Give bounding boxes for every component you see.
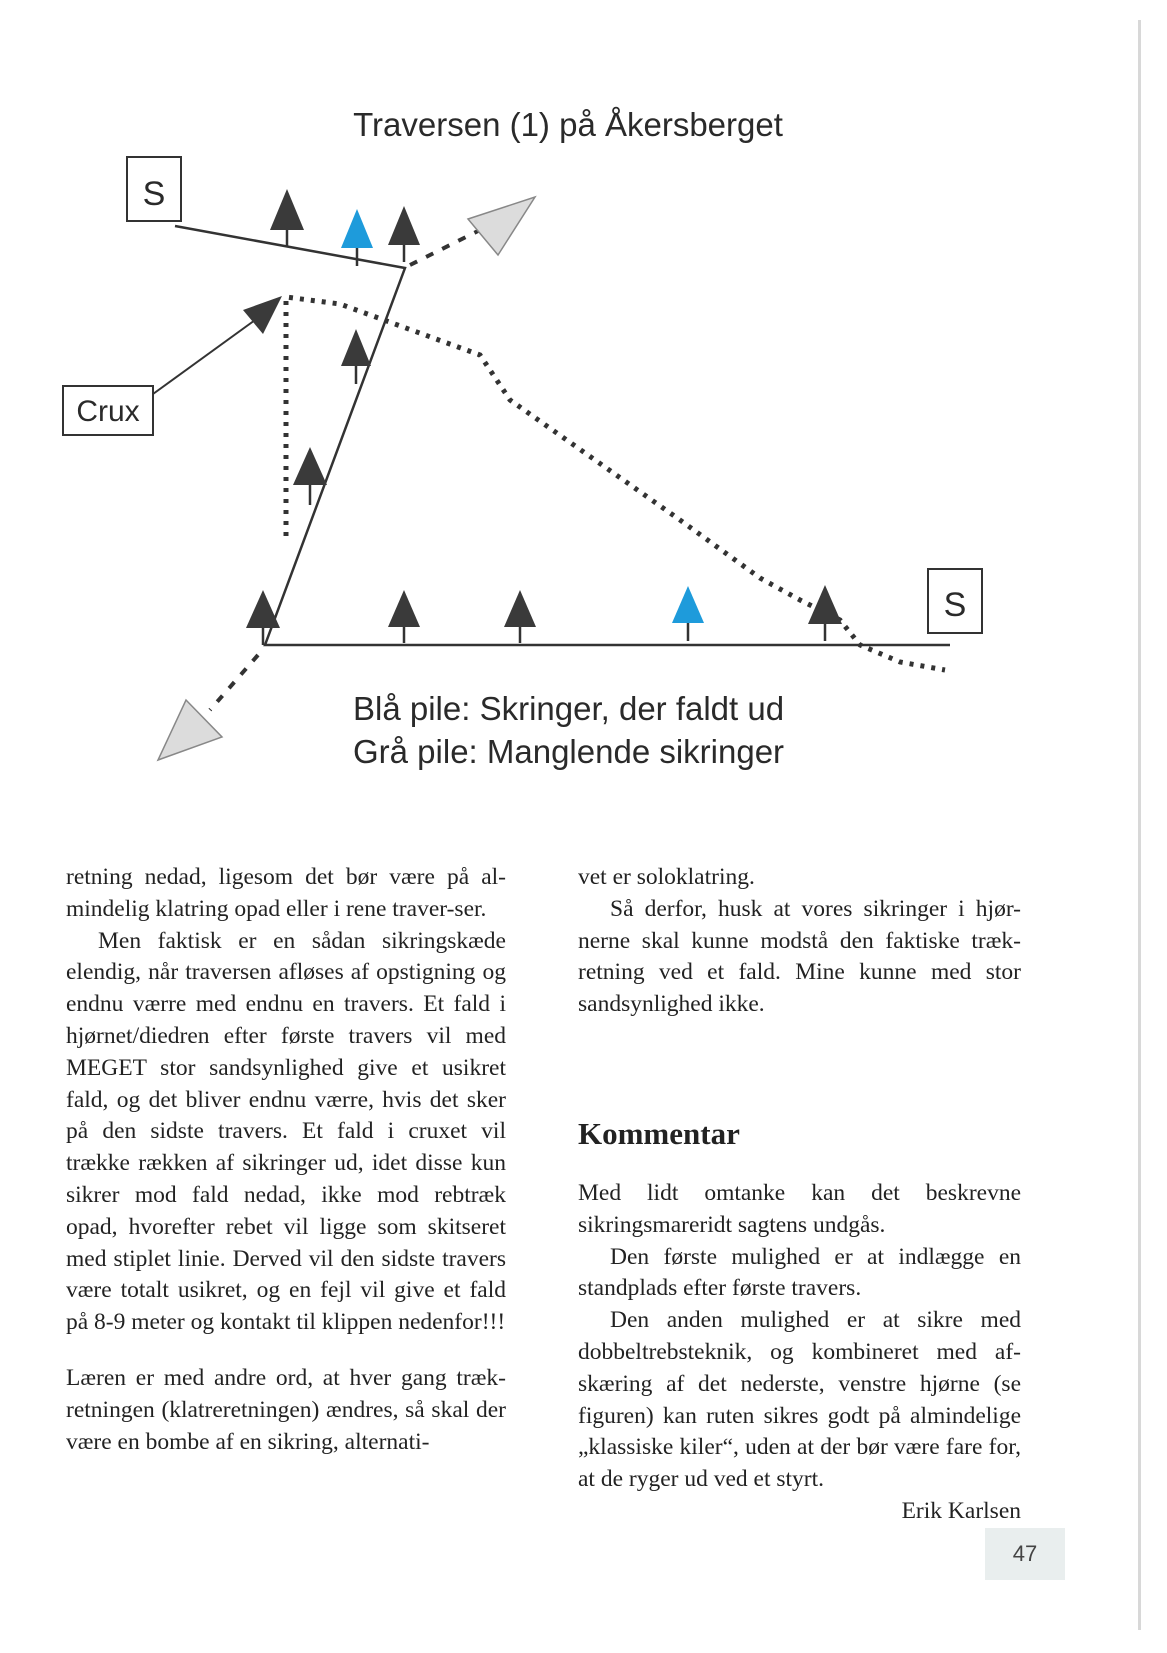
author-name: Erik Karlsen bbox=[901, 1497, 1021, 1524]
section-heading: Kommentar bbox=[578, 1116, 740, 1151]
belay-station-bottom-box bbox=[927, 568, 983, 634]
body-column-right-top: vet er soloklatring. Så derfor, husk at … bbox=[578, 862, 1021, 1021]
paragraph: Men faktisk er en sådan sikringskæde ele… bbox=[66, 927, 506, 1336]
scan-edge-line bbox=[1138, 20, 1141, 1630]
belay-station-top-box bbox=[126, 156, 182, 222]
legend-gray-markers: Grå pile: Manglende sikringer bbox=[353, 733, 784, 770]
belay-station-bottom-label: S bbox=[944, 586, 967, 624]
missing-protection-marker-top bbox=[466, 195, 537, 257]
paragraph: Med lidt omtanke kan det beskrevne sikri… bbox=[578, 1180, 1021, 1238]
page-number-text: 47 bbox=[1012, 1541, 1038, 1566]
missing-protection-pointer-bottom bbox=[208, 653, 260, 712]
paragraph: retning nedad, ligesom det bør være på a… bbox=[66, 864, 506, 922]
paragraph: Læren er med andre ord, at hver gang træ… bbox=[66, 1364, 506, 1455]
paragraph: Den første mulighed er at indlægge en st… bbox=[578, 1243, 1021, 1302]
paragraph: Så derfor, husk at vores sikringer i hjø… bbox=[578, 895, 1021, 1018]
page-number: 47 bbox=[985, 1528, 1065, 1580]
protection-marker bbox=[388, 206, 420, 262]
protection-marker bbox=[341, 329, 371, 384]
route-diagram: Traversen (1) på Åkersberget S Crux S Bl… bbox=[62, 106, 983, 770]
diagram-title: Traversen (1) på Åkersberget bbox=[353, 106, 783, 143]
rope-fall-path bbox=[283, 294, 946, 673]
missing-protection-pointer-top bbox=[409, 228, 481, 267]
rope-path bbox=[174, 224, 950, 647]
crux-pointer-line bbox=[152, 314, 263, 395]
protection-marker bbox=[388, 590, 420, 643]
body-column-left: retning nedad, ligesom det bør være på a… bbox=[66, 862, 506, 1458]
protection-marker bbox=[270, 189, 304, 247]
failed-protection-marker bbox=[341, 209, 373, 266]
protection-marker bbox=[504, 590, 536, 643]
crux-pointer-arrowhead bbox=[243, 296, 282, 334]
belay-station-top-label: S bbox=[143, 175, 166, 213]
failed-protection-marker bbox=[672, 586, 704, 641]
protection-marker bbox=[808, 585, 842, 641]
crux-label: Crux bbox=[76, 395, 139, 428]
protection-marker bbox=[293, 447, 327, 505]
paragraph: vet er soloklatring. bbox=[578, 864, 755, 890]
paragraph: Den anden mulighed er at sikre med dobbe… bbox=[578, 1307, 1021, 1493]
protection-marker bbox=[246, 590, 280, 645]
crux-label-box bbox=[62, 385, 154, 436]
missing-protection-marker-bottom bbox=[156, 698, 224, 762]
legend-blue-markers: Blå pile: Skringer, der faldt ud bbox=[353, 690, 784, 727]
body-column-right-bottom: Med lidt omtanke kan det beskrevne sikri… bbox=[578, 1178, 1021, 1528]
